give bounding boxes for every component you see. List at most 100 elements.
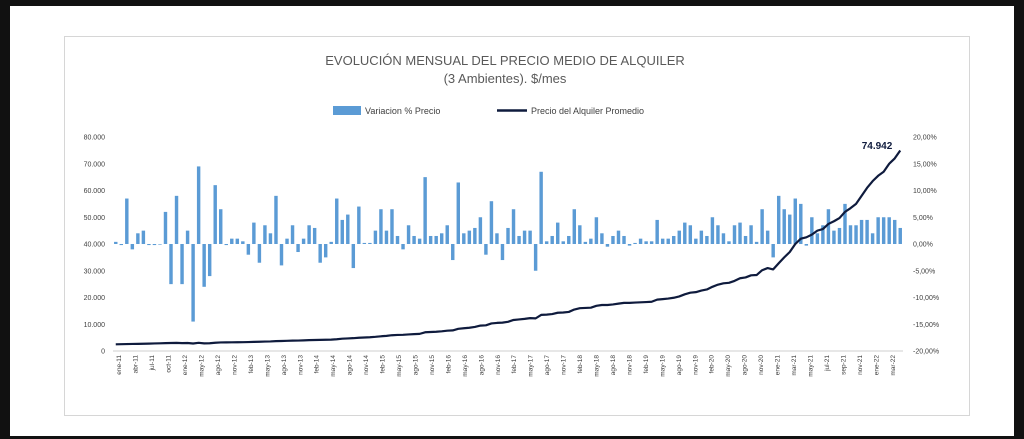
variation-bar <box>390 209 394 244</box>
x-axis: ene-11 abr-11 jul-11 oct-11 ene-12 may-12 ago-… <box>113 350 903 377</box>
x-tick-label: ene-22 <box>873 355 880 376</box>
variation-bar <box>644 241 648 244</box>
left-tick-label: 60.000 <box>84 188 106 195</box>
variation-bar <box>207 244 212 277</box>
variation-bar <box>743 235 748 244</box>
x-tick-label: nov-19 <box>692 355 699 375</box>
variation-bar <box>163 211 168 244</box>
variation-bar <box>677 230 681 245</box>
variation-bar <box>174 195 179 244</box>
variation-bar <box>528 230 532 245</box>
variation-bar <box>357 206 361 244</box>
variation-bar <box>865 219 869 244</box>
variation-bar <box>583 241 588 244</box>
x-tick-label: nov-12 <box>231 355 238 375</box>
x-tick-label: may-18 <box>594 355 601 377</box>
variation-bar <box>119 244 123 246</box>
legend-line-label: Precio del Alquiler Promedio <box>531 106 644 116</box>
variation-bar <box>765 230 770 245</box>
variation-bar <box>627 244 632 246</box>
x-tick-label: jul-21 <box>824 355 831 372</box>
variation-bar <box>202 244 206 287</box>
variation-bar <box>533 244 538 271</box>
variation-bar <box>506 227 510 244</box>
variation-bar <box>594 217 599 244</box>
right-tick-label: -15,00% <box>913 322 939 329</box>
variation-bar <box>522 230 527 245</box>
x-tick-label: may-15 <box>396 355 403 377</box>
x-tick-label: nov-13 <box>297 355 304 375</box>
variation-bar <box>373 230 378 245</box>
x-tick-label: feb-15 <box>380 355 387 374</box>
variation-bar <box>384 230 389 245</box>
page: EVOLUCIÓN MENSUAL DEL PRECIO MEDIO DE AL… <box>10 6 1014 436</box>
variation-bar <box>340 219 344 244</box>
left-tick-label: 40.000 <box>84 242 106 249</box>
variation-bar <box>219 209 223 244</box>
variation-bar <box>158 244 162 245</box>
x-tick-label: feb-16 <box>445 355 452 374</box>
variation-bar <box>241 241 245 244</box>
right-tick-label: 10,00% <box>913 188 937 195</box>
variation-bar <box>451 244 455 261</box>
variation-bar <box>230 238 234 244</box>
variation-bar <box>561 241 565 244</box>
x-tick-label: ago-15 <box>413 355 420 376</box>
variation-bar <box>776 195 781 244</box>
variation-bar <box>445 225 449 244</box>
variation-bar <box>428 235 433 244</box>
variation-bar <box>406 225 411 244</box>
x-tick-label: feb-20 <box>709 355 716 374</box>
variation-bar <box>782 209 786 244</box>
x-tick-label: may-13 <box>264 355 271 377</box>
left-tick-label: 70.000 <box>84 161 106 168</box>
variation-bar <box>489 201 494 244</box>
variation-bar <box>859 219 864 244</box>
variation-bar <box>694 238 698 244</box>
variation-bar <box>799 203 803 245</box>
left-axis: 0 10.000 20.000 30.000 40.000 50.000 60.000 70.… <box>84 135 106 356</box>
variation-bar <box>517 235 521 244</box>
x-tick-label: ago-16 <box>478 355 485 376</box>
last-value-annotation: 74.942 <box>862 141 893 152</box>
variation-bar <box>804 244 809 246</box>
variation-bar <box>495 233 499 244</box>
variation-bar <box>738 222 742 244</box>
legend-bar-label: Variacion % Precio <box>365 106 440 116</box>
chart-subtitle: (3 Ambientes). $/mes <box>444 71 567 86</box>
right-tick-label: 20,00% <box>913 135 937 142</box>
x-tick-label: may-20 <box>725 355 732 377</box>
x-tick-label: jul-11 <box>149 355 156 372</box>
right-tick-label: 5,00% <box>913 215 933 222</box>
variation-bar <box>141 230 146 245</box>
variation-bar <box>876 217 880 244</box>
variation-bar <box>290 225 295 244</box>
variation-bar <box>456 182 460 244</box>
x-tick-label: nov-20 <box>758 355 765 375</box>
left-tick-label: 10.000 <box>84 322 106 329</box>
variation-bar <box>136 233 140 244</box>
left-tick-label: 0 <box>101 349 105 356</box>
variation-bar <box>500 244 505 261</box>
variation-bar <box>484 244 488 255</box>
variation-bar <box>544 241 549 244</box>
variation-bar <box>467 230 472 245</box>
x-tick-label: may-19 <box>659 355 666 377</box>
variation-bar <box>346 214 350 244</box>
variation-bar <box>793 198 797 244</box>
variation-bar <box>788 214 792 244</box>
variation-bar <box>572 209 577 244</box>
x-tick-label: feb-17 <box>511 355 518 374</box>
right-tick-label: 15,00% <box>913 161 937 168</box>
left-tick-label: 20.000 <box>84 295 106 302</box>
variation-bar <box>180 244 184 285</box>
x-tick-label: may-17 <box>528 355 535 377</box>
x-tick-label: may-16 <box>462 355 469 377</box>
variation-bar <box>329 241 333 244</box>
variation-bar <box>749 225 753 244</box>
x-tick-label: ene-11 <box>116 355 123 375</box>
x-tick-label: oct-11 <box>166 355 173 373</box>
variation-bar <box>821 225 825 244</box>
variation-bar <box>417 238 422 244</box>
variation-bar <box>837 227 842 244</box>
